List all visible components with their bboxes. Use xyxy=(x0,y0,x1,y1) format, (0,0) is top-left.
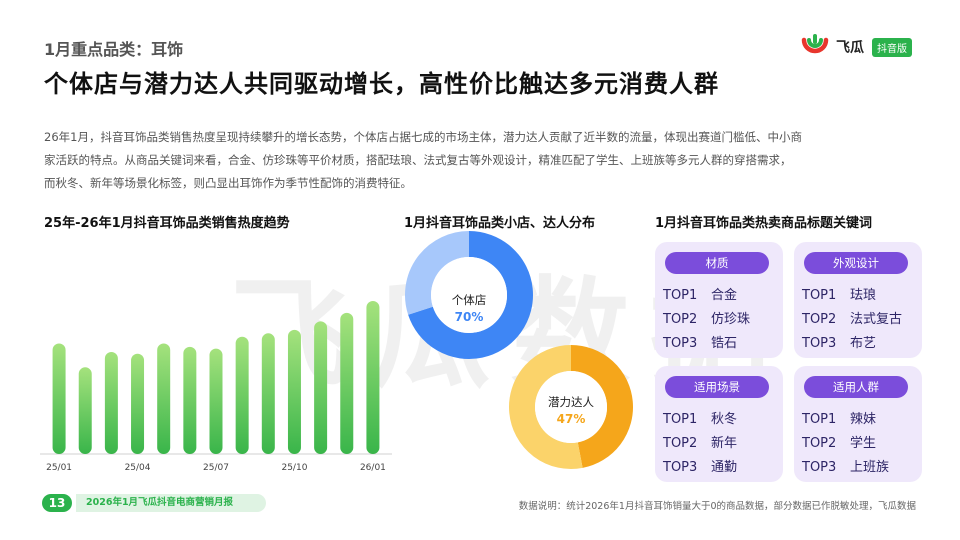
keyword-panel-title: 适用人群 xyxy=(804,376,908,398)
donut-slice-0 xyxy=(408,231,533,359)
keyword-row: TOP2 法式复古 xyxy=(802,308,902,327)
keyword-word: 辣妹 xyxy=(850,412,877,427)
keyword-word: 珐琅 xyxy=(850,288,877,303)
data-note: 数据说明：统计2026年1月抖音耳饰销量大于0的商品数据，部分数据已作脱敏处理，… xyxy=(518,501,916,512)
feigua-logo-icon xyxy=(801,34,829,54)
bar-25/12 xyxy=(340,312,354,454)
bar-25/10 xyxy=(287,329,301,454)
brand-badge: 抖音版 xyxy=(872,38,912,57)
keyword-rank: TOP1 xyxy=(802,288,837,303)
keyword-word: 秋冬 xyxy=(711,412,738,427)
page-category: 1月重点品类：耳饰 xyxy=(44,40,184,59)
donut-hole xyxy=(431,257,507,333)
intro-line: 家活跃的特点。从商品关键词来看，合金、仿珍珠等平价材质，搭配珐琅、法式复古等外观… xyxy=(44,153,792,167)
store-donut-label: 个体店 70% xyxy=(434,292,504,324)
keyword-panel-material: 材质 TOP1 合金 TOP2 仿珍珠 TOP3 锆石 xyxy=(655,242,783,358)
keyword-panel-scene: 适用场景 TOP1 秋冬 TOP2 新年 TOP3 通勤 xyxy=(655,366,783,482)
keyword-word: 仿珍珠 xyxy=(711,312,751,327)
report-name: 2026年1月飞瓜抖音电商营销月报 xyxy=(76,494,266,512)
keyword-rank: TOP3 xyxy=(802,336,837,351)
keyword-rank: TOP1 xyxy=(802,412,837,427)
keyword-word: 学生 xyxy=(850,436,877,451)
bar-25/03 xyxy=(104,352,118,454)
bar-25/05 xyxy=(157,343,171,454)
donut-hole xyxy=(535,371,607,443)
keyword-rank: TOP3 xyxy=(663,336,698,351)
x-tick-label: 26/01 xyxy=(360,463,386,473)
keywords-title: 1月抖音耳饰品类热卖商品标题关键词 xyxy=(655,216,873,231)
donut-slice-label: 潜力达人 xyxy=(548,395,594,409)
keyword-word: 合金 xyxy=(711,288,738,303)
intro-line: 而秋冬、新年等场景化标签，则凸显出耳饰作为季节性配饰的消费特征。 xyxy=(44,176,412,190)
donut-slice-value: 47% xyxy=(556,412,586,426)
keyword-row: TOP3 布艺 xyxy=(802,332,876,351)
bar-25/08 xyxy=(235,336,249,454)
distribution-title: 1月抖音耳饰品类小店、达人分布 xyxy=(404,216,596,231)
donut-slice-1 xyxy=(405,231,470,315)
keyword-word: 布艺 xyxy=(850,336,877,351)
keyword-panel-design: 外观设计 TOP1 珐琅 TOP2 法式复古 TOP3 布艺 xyxy=(794,242,922,358)
keyword-row: TOP2 学生 xyxy=(802,432,876,451)
intro-paragraph: 26年1月，抖音耳饰品类销售热度呈现持续攀升的增长态势，个体店占据七成的市场主体… xyxy=(44,126,924,195)
trend-chart-title: 25年-26年1月抖音耳饰品类销售热度趋势 xyxy=(44,216,290,231)
keyword-word: 新年 xyxy=(711,436,738,451)
keyword-row: TOP1 珐琅 xyxy=(802,284,876,303)
keyword-row: TOP2 仿珍珠 xyxy=(663,308,750,327)
keyword-row: TOP1 秋冬 xyxy=(663,408,737,427)
bar-26/01 xyxy=(366,301,380,454)
x-tick-label: 25/04 xyxy=(125,463,151,473)
keyword-row: TOP3 通勤 xyxy=(663,456,737,475)
keyword-word: 法式复古 xyxy=(850,312,903,327)
keyword-rank: TOP2 xyxy=(663,312,698,327)
keyword-word: 通勤 xyxy=(711,460,738,475)
keyword-rank: TOP3 xyxy=(802,460,837,475)
donut-slice-1 xyxy=(509,345,583,469)
keyword-row: TOP3 锆石 xyxy=(663,332,737,351)
x-tick-label: 25/10 xyxy=(281,463,307,473)
x-tick-label: 25/07 xyxy=(203,463,229,473)
creator-donut-label: 潜力达人 47% xyxy=(536,394,606,426)
creator-type-donut xyxy=(509,345,633,469)
keyword-row: TOP2 新年 xyxy=(663,432,737,451)
keyword-rank: TOP1 xyxy=(663,288,698,303)
store-type-donut xyxy=(405,231,533,359)
keyword-row: TOP1 辣妹 xyxy=(802,408,876,427)
bar-25/01 xyxy=(52,343,66,454)
bar-25/07 xyxy=(209,348,223,454)
keyword-rank: TOP1 xyxy=(663,412,698,427)
intro-line: 26年1月，抖音耳饰品类销售热度呈现持续攀升的增长态势，个体店占据七成的市场主体… xyxy=(44,130,802,144)
bar-25/09 xyxy=(261,333,275,454)
bar-25/11 xyxy=(314,321,328,454)
bar-25/06 xyxy=(183,346,197,454)
sales-trend-bar-chart: 25/01 25/04 25/07 25/10 26/01 xyxy=(40,301,392,473)
keyword-panel-title: 材质 xyxy=(665,252,769,274)
keyword-rank: TOP2 xyxy=(802,436,837,451)
keyword-rank: TOP2 xyxy=(802,312,837,327)
keyword-word: 上班族 xyxy=(850,460,890,475)
brand-logo: 飞瓜 抖音版 xyxy=(800,32,920,62)
keyword-word: 锆石 xyxy=(711,336,738,351)
keyword-row: TOP1 合金 xyxy=(663,284,737,303)
bar-25/04 xyxy=(131,353,145,454)
donut-slice-label: 个体店 xyxy=(451,293,487,307)
keyword-panel-title: 外观设计 xyxy=(804,252,908,274)
donut-slice-0 xyxy=(570,345,633,468)
keyword-panel-title: 适用场景 xyxy=(665,376,769,398)
keyword-row: TOP3 上班族 xyxy=(802,456,889,475)
keyword-rank: TOP3 xyxy=(663,460,698,475)
keyword-panel-people: 适用人群 TOP1 辣妹 TOP2 学生 TOP3 上班族 xyxy=(794,366,922,482)
page-title: 个体店与潜力达人共同驱动增长，高性价比触达多元消费人群 xyxy=(44,70,719,98)
page-number-badge: 13 xyxy=(42,494,72,512)
x-tick-label: 25/01 xyxy=(46,463,72,473)
donut-slice-value: 70% xyxy=(454,310,484,324)
keyword-rank: TOP2 xyxy=(663,436,698,451)
bar-25/02 xyxy=(78,367,92,454)
brand-name: 飞瓜 xyxy=(836,40,864,56)
